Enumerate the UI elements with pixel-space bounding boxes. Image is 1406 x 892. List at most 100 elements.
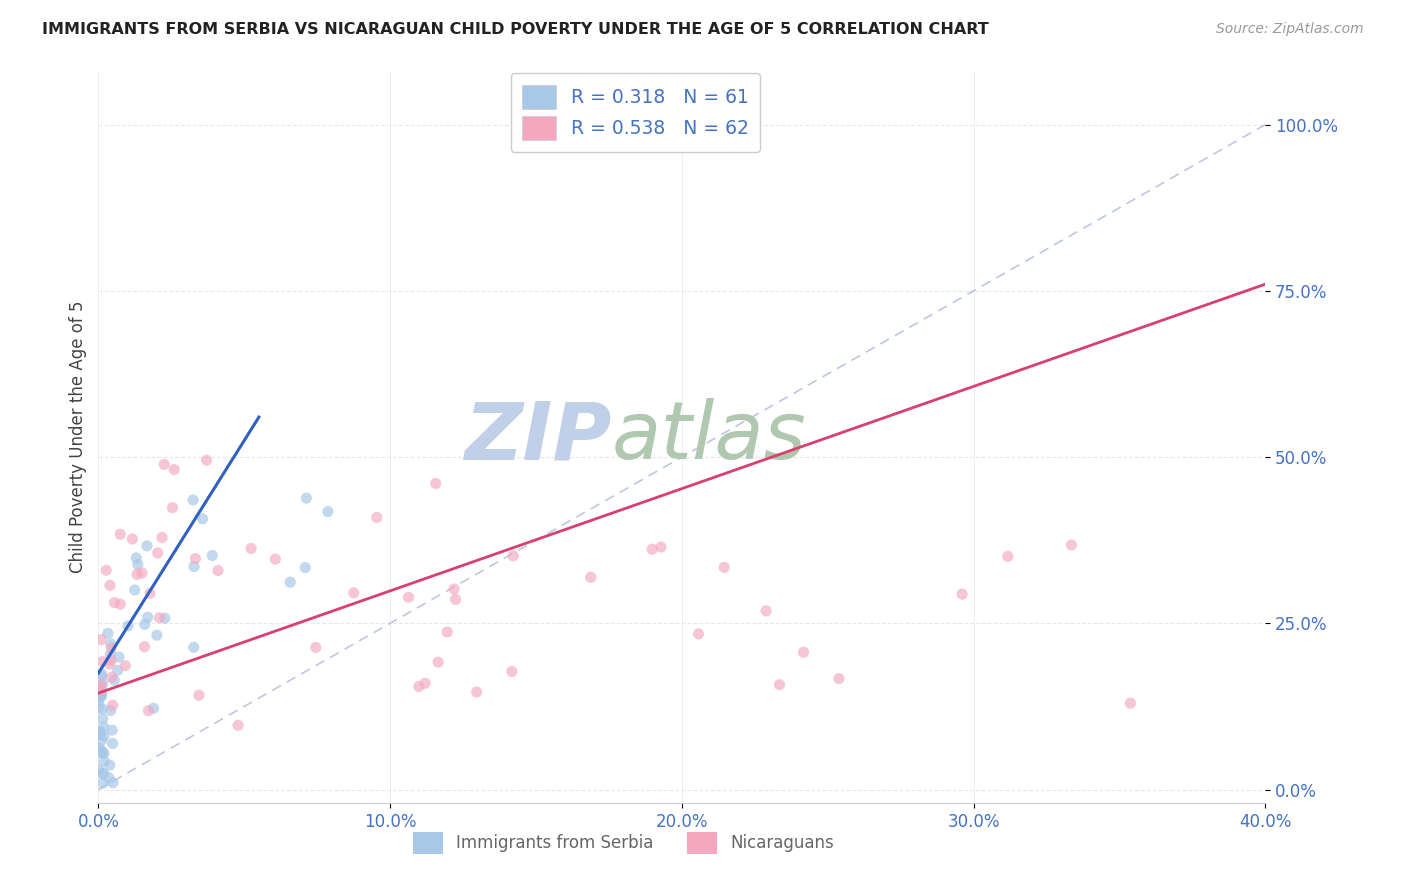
Point xyxy=(501,665,523,679)
Point xyxy=(183,559,205,574)
Point xyxy=(134,617,156,632)
Point xyxy=(110,527,132,541)
Point xyxy=(89,724,111,739)
Point xyxy=(90,746,112,760)
Point xyxy=(136,539,159,553)
Point xyxy=(125,567,148,582)
Point xyxy=(181,492,204,507)
Point xyxy=(90,632,112,647)
Point xyxy=(91,712,114,726)
Point xyxy=(444,592,467,607)
Point xyxy=(98,758,121,772)
Point xyxy=(100,703,122,717)
Point xyxy=(162,500,184,515)
Point xyxy=(502,549,524,563)
Point xyxy=(93,755,115,769)
Point xyxy=(153,458,176,472)
Point xyxy=(90,681,112,696)
Point xyxy=(755,604,778,618)
Point xyxy=(90,727,112,741)
Point xyxy=(207,564,229,578)
Point xyxy=(90,667,112,681)
Legend: Immigrants from Serbia, Nicaraguans: Immigrants from Serbia, Nicaraguans xyxy=(406,826,841,860)
Point xyxy=(87,763,110,777)
Point xyxy=(107,663,129,677)
Point xyxy=(90,690,112,704)
Point xyxy=(125,551,148,566)
Point xyxy=(641,542,664,557)
Point xyxy=(110,597,132,611)
Point xyxy=(101,698,124,713)
Point xyxy=(98,657,121,671)
Point xyxy=(150,531,173,545)
Point xyxy=(89,726,111,740)
Point xyxy=(240,541,263,556)
Point xyxy=(768,678,790,692)
Point xyxy=(98,578,121,592)
Point xyxy=(148,611,170,625)
Point xyxy=(100,640,122,655)
Text: Source: ZipAtlas.com: Source: ZipAtlas.com xyxy=(1216,22,1364,37)
Point xyxy=(413,676,436,690)
Point xyxy=(90,669,112,683)
Point xyxy=(101,737,124,751)
Point xyxy=(139,586,162,600)
Point xyxy=(96,563,118,577)
Point xyxy=(366,510,388,524)
Point xyxy=(100,648,122,662)
Point xyxy=(650,540,672,554)
Point xyxy=(184,551,207,566)
Point xyxy=(91,746,114,760)
Point xyxy=(188,688,211,702)
Point xyxy=(87,681,110,696)
Point xyxy=(131,566,153,580)
Point xyxy=(408,680,430,694)
Point xyxy=(117,619,139,633)
Point xyxy=(201,549,224,563)
Point xyxy=(127,558,149,572)
Point xyxy=(91,776,114,790)
Point xyxy=(579,570,602,584)
Point xyxy=(316,505,339,519)
Point xyxy=(108,650,131,665)
Point xyxy=(101,776,124,790)
Point xyxy=(90,744,112,758)
Point xyxy=(121,532,143,546)
Point xyxy=(91,766,114,780)
Point xyxy=(264,552,287,566)
Text: ZIP: ZIP xyxy=(464,398,612,476)
Point xyxy=(103,596,125,610)
Point xyxy=(93,766,115,780)
Point xyxy=(950,587,973,601)
Point xyxy=(997,549,1019,564)
Point xyxy=(134,640,156,654)
Point xyxy=(226,718,249,732)
Point xyxy=(87,681,110,695)
Text: atlas: atlas xyxy=(612,398,807,476)
Point xyxy=(103,673,125,687)
Point xyxy=(828,672,851,686)
Point xyxy=(87,700,110,714)
Point xyxy=(87,694,110,708)
Point xyxy=(101,723,124,738)
Point xyxy=(142,701,165,715)
Point xyxy=(465,685,488,699)
Point xyxy=(90,687,112,701)
Point xyxy=(343,586,366,600)
Point xyxy=(163,462,186,476)
Point xyxy=(278,575,301,590)
Point xyxy=(138,704,160,718)
Point xyxy=(136,610,159,624)
Y-axis label: Child Poverty Under the Age of 5: Child Poverty Under the Age of 5 xyxy=(69,301,87,574)
Point xyxy=(100,637,122,651)
Point xyxy=(89,690,111,704)
Point xyxy=(713,560,735,574)
Point xyxy=(191,512,214,526)
Point xyxy=(295,491,318,505)
Point xyxy=(1060,538,1083,552)
Point xyxy=(90,684,112,698)
Point xyxy=(183,640,205,655)
Point xyxy=(91,655,114,669)
Point xyxy=(436,624,458,639)
Point xyxy=(93,729,115,743)
